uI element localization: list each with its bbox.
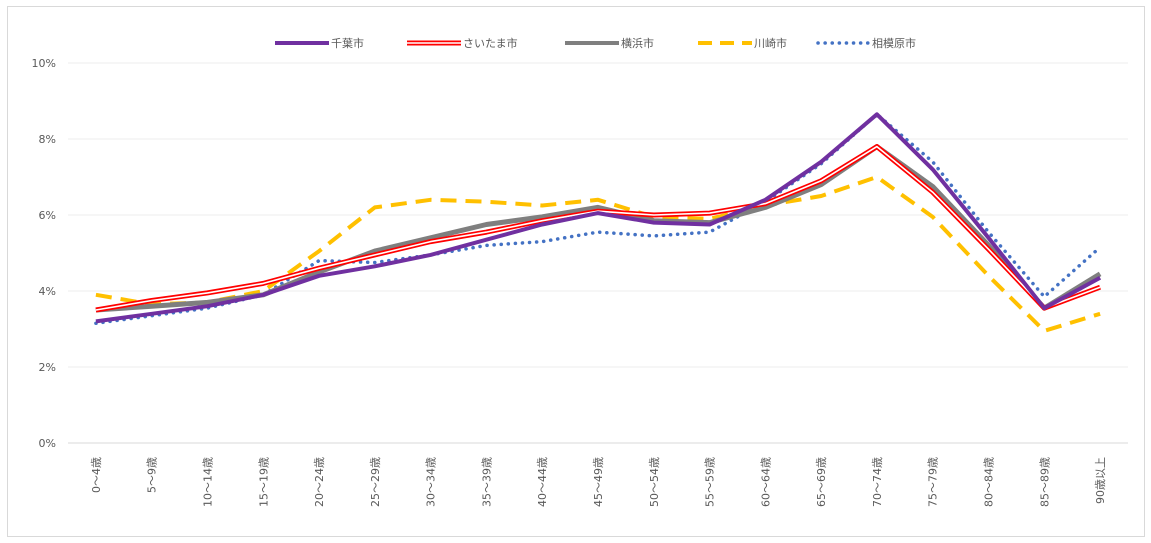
y-axis-ticks: 0% 2% 4% 6% 8% 10% xyxy=(32,57,56,450)
series-line-4 xyxy=(94,111,1102,326)
series-line-3 xyxy=(95,175,1101,333)
x-tick-label: 35～39歳 xyxy=(480,457,493,507)
legend-item: 横浜市 xyxy=(565,36,654,50)
y-tick-label: 10% xyxy=(32,57,56,70)
x-tick-label: 60～64歳 xyxy=(759,457,772,507)
x-tick-label: 30～34歳 xyxy=(425,457,438,507)
x-tick-label: 20～24歳 xyxy=(313,457,326,507)
x-tick-label: 65～69歳 xyxy=(815,457,828,507)
x-tick-label: 0～4歳 xyxy=(90,457,103,493)
legend-label: さいたま市 xyxy=(463,36,518,50)
y-tick-label: 8% xyxy=(39,133,56,146)
legend: 千葉市 さいたま市 横浜市 川崎市 相模原市 xyxy=(275,36,916,50)
legend-label: 千葉市 xyxy=(331,36,364,50)
legend-item: 川崎市 xyxy=(698,36,787,50)
legend-item: 千葉市 xyxy=(275,36,364,50)
x-tick-label: 25～29歳 xyxy=(369,457,382,507)
x-axis-ticks: 0～4歳 5～9歳 10～14歳 15～19歳 20～24歳 25～29歳 30～34歳 35… xyxy=(90,457,1107,507)
series-line-1 xyxy=(95,144,1101,313)
x-tick-label: 40～44歳 xyxy=(536,457,549,507)
legend-item: さいたま市 xyxy=(407,36,518,50)
series-lines xyxy=(94,111,1102,333)
x-tick-label: 15～19歳 xyxy=(257,457,270,507)
y-tick-label: 6% xyxy=(39,209,56,222)
y-tick-label: 2% xyxy=(39,361,56,374)
gridlines xyxy=(68,62,1128,444)
line-chart: 0% 2% 4% 6% 8% 10% 0～4歳 5～9歳 10～14歳 15～19歳 20～24歳… xyxy=(32,36,1128,507)
x-tick-label: 10～14歳 xyxy=(201,457,214,507)
legend-label: 横浜市 xyxy=(621,36,654,50)
y-tick-label: 0% xyxy=(39,437,56,450)
x-tick-label: 80～84歳 xyxy=(983,457,996,507)
x-tick-label: 90歳以上 xyxy=(1094,457,1107,504)
x-tick-label: 55～59歳 xyxy=(704,457,717,507)
x-tick-label: 45～49歳 xyxy=(592,457,605,507)
chart-frame: 0% 2% 4% 6% 8% 10% 0～4歳 5～9歳 10～14歳 15～19歳 20～24歳… xyxy=(7,6,1145,537)
x-tick-label: 75～79歳 xyxy=(927,457,940,507)
legend-item: 相模原市 xyxy=(816,36,916,50)
x-tick-label: 85～89歳 xyxy=(1038,457,1051,507)
series-line-0 xyxy=(95,112,1102,324)
x-tick-label: 50～54歳 xyxy=(648,457,661,507)
legend-label: 相模原市 xyxy=(872,36,916,50)
y-tick-label: 4% xyxy=(39,285,56,298)
x-tick-label: 5～9歳 xyxy=(146,457,159,493)
x-tick-label: 70～74歳 xyxy=(871,457,884,507)
legend-label: 川崎市 xyxy=(754,36,787,50)
